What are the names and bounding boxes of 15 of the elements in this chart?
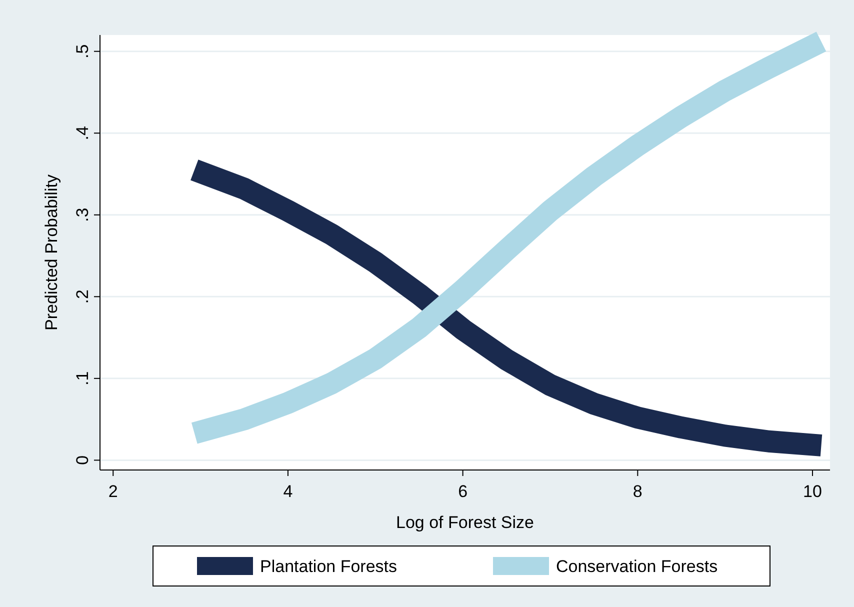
- y-tick-label: .5: [73, 44, 92, 58]
- legend-label: Plantation Forests: [260, 557, 398, 576]
- y-axis-title: Predicted Probability: [42, 174, 61, 330]
- y-tick-label: .4: [73, 126, 92, 140]
- y-tick-label: .1: [73, 371, 92, 386]
- x-tick-label: 2: [108, 482, 118, 501]
- x-axis-title: Log of Forest Size: [396, 513, 534, 532]
- x-tick-label: 6: [458, 482, 468, 501]
- y-tick-label: .2: [73, 290, 92, 304]
- x-tick-label: 10: [803, 482, 822, 501]
- x-tick-label: 4: [283, 482, 293, 501]
- y-tick-label: 0: [73, 455, 92, 465]
- x-tick-label: 8: [632, 482, 642, 501]
- y-tick-label: .3: [73, 208, 92, 222]
- legend-label: Conservation Forests: [556, 557, 718, 576]
